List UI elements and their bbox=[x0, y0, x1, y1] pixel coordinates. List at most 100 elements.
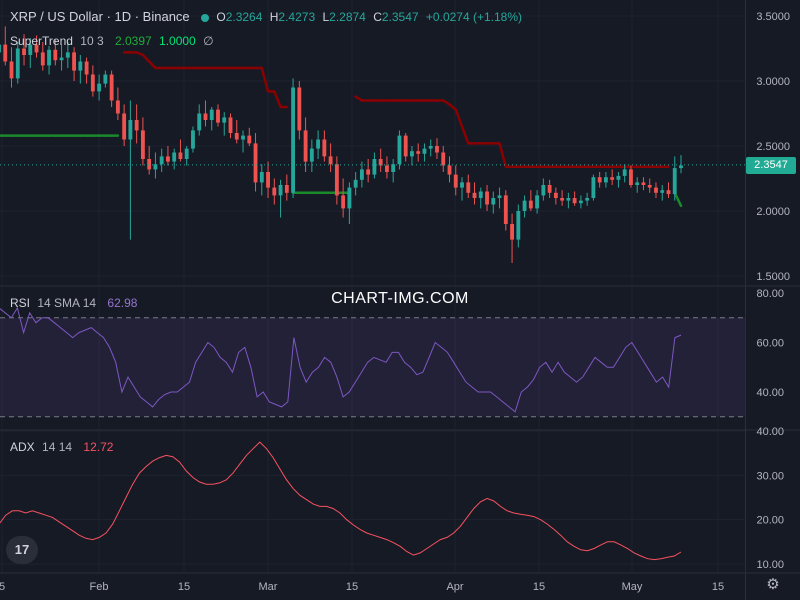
empty-set-icon: ∅ bbox=[203, 34, 214, 48]
candle-body bbox=[679, 165, 683, 169]
candle bbox=[435, 138, 439, 159]
candle-body bbox=[303, 130, 308, 162]
candle bbox=[172, 148, 177, 170]
candle-body bbox=[647, 185, 652, 188]
candle bbox=[629, 165, 633, 188]
market-status-icon bbox=[201, 13, 210, 22]
time-tick-label: Apr bbox=[446, 581, 463, 593]
rsi-line bbox=[0, 306, 682, 413]
supertrend-name: SuperTrend bbox=[10, 34, 73, 48]
candle-body bbox=[353, 179, 358, 188]
rsi-band-fill bbox=[0, 317, 745, 417]
candle bbox=[366, 159, 371, 183]
candle-body bbox=[466, 182, 471, 193]
rsi-legend[interactable]: RSI 14 SMA 14 62.98 bbox=[10, 296, 141, 310]
candle-body bbox=[266, 172, 270, 188]
price-tick-label: 3.5000 bbox=[756, 11, 790, 23]
candle bbox=[528, 190, 533, 211]
price-tick-label: 3.0000 bbox=[756, 76, 790, 88]
candle-body bbox=[166, 156, 170, 162]
candle bbox=[59, 44, 64, 71]
candle-body bbox=[616, 175, 621, 180]
open-value: 2.3264 bbox=[225, 10, 263, 24]
candle-body bbox=[416, 151, 421, 154]
candle-body bbox=[222, 117, 227, 123]
candle-body bbox=[22, 48, 26, 55]
supertrend-segment bbox=[273, 90, 282, 109]
candle-body bbox=[172, 152, 177, 162]
high-value: 2.4273 bbox=[278, 10, 316, 24]
candle bbox=[309, 139, 314, 172]
candle-body bbox=[115, 100, 120, 114]
time-tick-label: 15 bbox=[533, 581, 545, 593]
candle bbox=[666, 182, 671, 198]
candle bbox=[53, 39, 58, 66]
candle-body bbox=[59, 57, 64, 61]
time-tick-label: 15 bbox=[178, 581, 190, 593]
candle-body bbox=[197, 113, 202, 131]
candle-body bbox=[441, 152, 446, 166]
candle-body bbox=[184, 148, 189, 159]
candle bbox=[447, 156, 452, 183]
candle-body bbox=[228, 117, 233, 133]
candle bbox=[647, 178, 652, 193]
candle-body bbox=[541, 185, 546, 196]
candle-body bbox=[422, 148, 427, 154]
adx-legend[interactable]: ADX 14 14 12.72 bbox=[10, 440, 117, 454]
candle bbox=[253, 133, 258, 192]
candle-body bbox=[272, 187, 277, 196]
candle bbox=[297, 81, 302, 140]
candle-body bbox=[535, 195, 540, 209]
supertrend-legend[interactable]: SuperTrend 10 3 2.0397 1.0000 ∅ bbox=[10, 34, 218, 48]
candle-body bbox=[3, 44, 8, 62]
candle-body bbox=[528, 200, 533, 209]
candle bbox=[391, 159, 396, 183]
candle bbox=[597, 172, 602, 188]
candle bbox=[97, 74, 102, 101]
candle-body bbox=[159, 156, 164, 165]
candle-body bbox=[234, 133, 239, 140]
candle-body bbox=[53, 49, 58, 61]
gear-icon[interactable]: ⚙ bbox=[766, 576, 780, 593]
candle bbox=[147, 146, 152, 175]
candle-body bbox=[635, 182, 640, 185]
candle bbox=[453, 165, 458, 196]
adx-value: 12.72 bbox=[83, 440, 114, 454]
candle-body bbox=[478, 191, 483, 198]
tradingview-logo-icon[interactable]: 17 bbox=[6, 536, 38, 564]
candle bbox=[422, 143, 427, 162]
candle bbox=[78, 55, 83, 84]
candle-body bbox=[435, 146, 439, 153]
candle-body bbox=[641, 182, 646, 185]
close-value: 2.3547 bbox=[381, 10, 419, 24]
supertrend-params: 10 3 bbox=[80, 34, 104, 48]
adx-tick-label: 20.00 bbox=[756, 515, 784, 527]
candle-body bbox=[28, 44, 33, 55]
candle bbox=[234, 120, 239, 144]
candle bbox=[166, 146, 170, 166]
candle-body bbox=[603, 177, 608, 183]
candle-body bbox=[341, 195, 346, 209]
supertrend-segment bbox=[448, 103, 458, 111]
candle-body bbox=[103, 74, 108, 84]
candle bbox=[535, 190, 540, 214]
symbol-title[interactable]: XRP / US Dollar · 1D · Binance bbox=[10, 9, 190, 24]
candle-body bbox=[241, 135, 245, 140]
candle bbox=[616, 172, 621, 188]
candle-body bbox=[660, 190, 665, 193]
candle-body bbox=[566, 198, 571, 201]
candle-body bbox=[178, 152, 183, 159]
candle-body bbox=[147, 159, 152, 170]
candle bbox=[460, 177, 464, 201]
candle bbox=[397, 130, 402, 170]
candle bbox=[284, 174, 289, 201]
candle bbox=[560, 190, 565, 206]
candle-body bbox=[297, 87, 302, 131]
candle-body bbox=[547, 185, 552, 193]
candle bbox=[572, 191, 577, 206]
price-tick-label: 1.5000 bbox=[756, 271, 790, 283]
candle bbox=[485, 185, 489, 211]
candle-body bbox=[34, 44, 39, 53]
candle bbox=[47, 45, 51, 75]
